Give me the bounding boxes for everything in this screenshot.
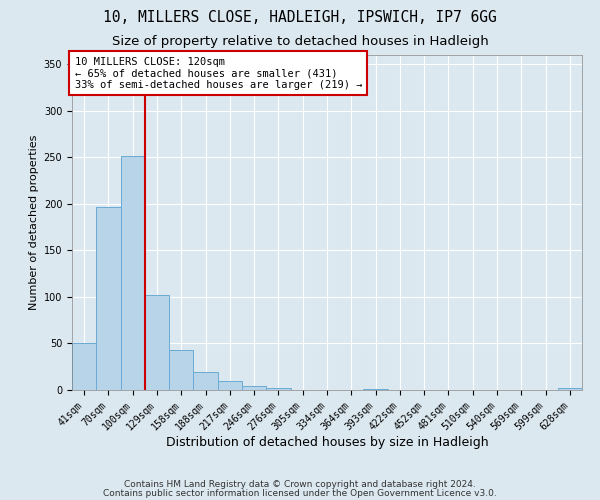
- Text: Size of property relative to detached houses in Hadleigh: Size of property relative to detached ho…: [112, 35, 488, 48]
- Bar: [266, 388, 290, 390]
- Bar: [96, 206, 121, 390]
- Text: 10 MILLERS CLOSE: 120sqm
← 65% of detached houses are smaller (431)
33% of semi-: 10 MILLERS CLOSE: 120sqm ← 65% of detach…: [74, 56, 362, 90]
- Bar: [558, 388, 582, 390]
- Bar: [218, 380, 242, 390]
- Bar: [121, 156, 145, 390]
- Bar: [193, 372, 218, 390]
- X-axis label: Distribution of detached houses by size in Hadleigh: Distribution of detached houses by size …: [166, 436, 488, 449]
- Text: 10, MILLERS CLOSE, HADLEIGH, IPSWICH, IP7 6GG: 10, MILLERS CLOSE, HADLEIGH, IPSWICH, IP…: [103, 10, 497, 25]
- Y-axis label: Number of detached properties: Number of detached properties: [29, 135, 40, 310]
- Bar: [169, 350, 193, 390]
- Bar: [364, 389, 388, 390]
- Bar: [72, 344, 96, 390]
- Bar: [242, 386, 266, 390]
- Bar: [145, 295, 169, 390]
- Text: Contains HM Land Registry data © Crown copyright and database right 2024.: Contains HM Land Registry data © Crown c…: [124, 480, 476, 489]
- Text: Contains public sector information licensed under the Open Government Licence v3: Contains public sector information licen…: [103, 488, 497, 498]
